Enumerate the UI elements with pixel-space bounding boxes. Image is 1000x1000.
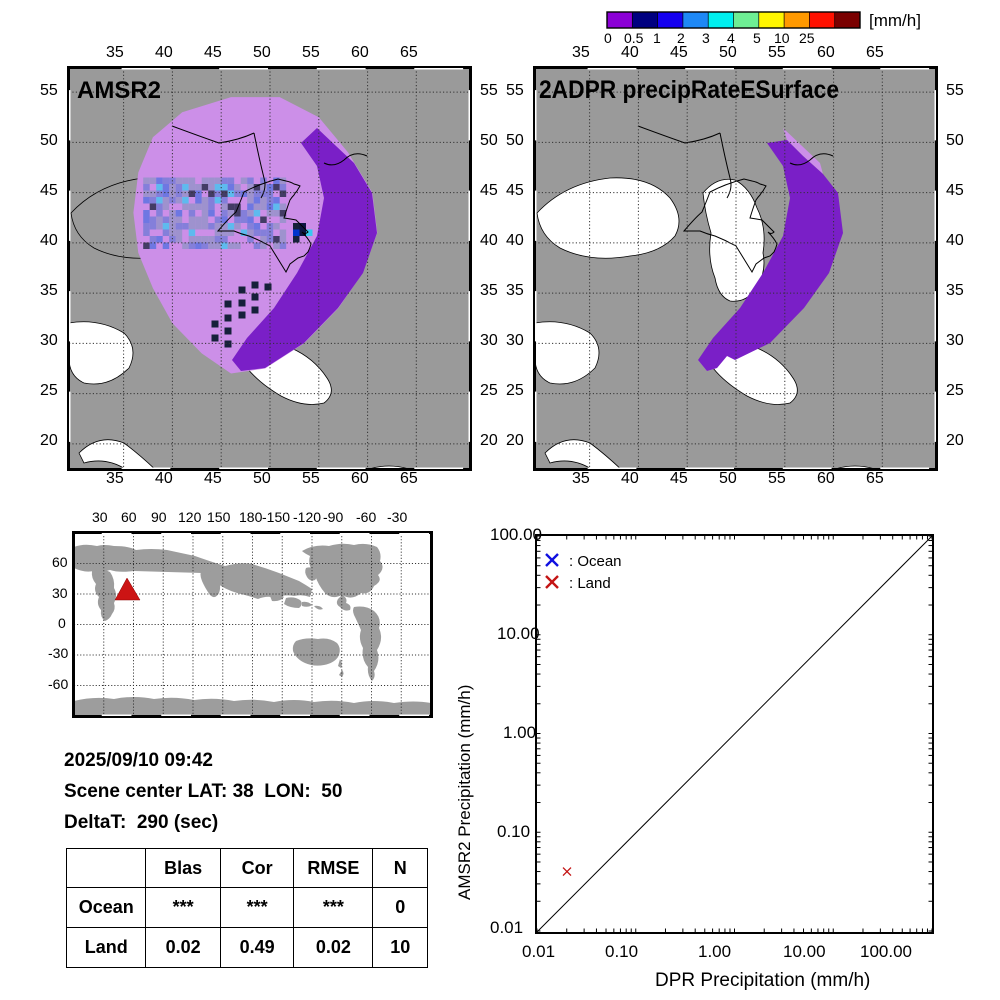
svg-text:: Ocean: : Ocean <box>569 553 622 570</box>
svg-text:5: 5 <box>753 30 761 46</box>
svg-text:25: 25 <box>799 30 815 46</box>
svg-text:2ADPR precipRateESurface: 2ADPR precipRateESurface <box>539 76 839 104</box>
svg-text:AMSR2: AMSR2 <box>77 77 161 104</box>
svg-text:: Land: : Land <box>569 575 611 592</box>
svg-text:0: 0 <box>604 30 612 46</box>
svg-text:1: 1 <box>653 30 661 46</box>
svg-text:[mm/h]: [mm/h] <box>869 11 921 30</box>
svg-text:3: 3 <box>702 30 710 46</box>
